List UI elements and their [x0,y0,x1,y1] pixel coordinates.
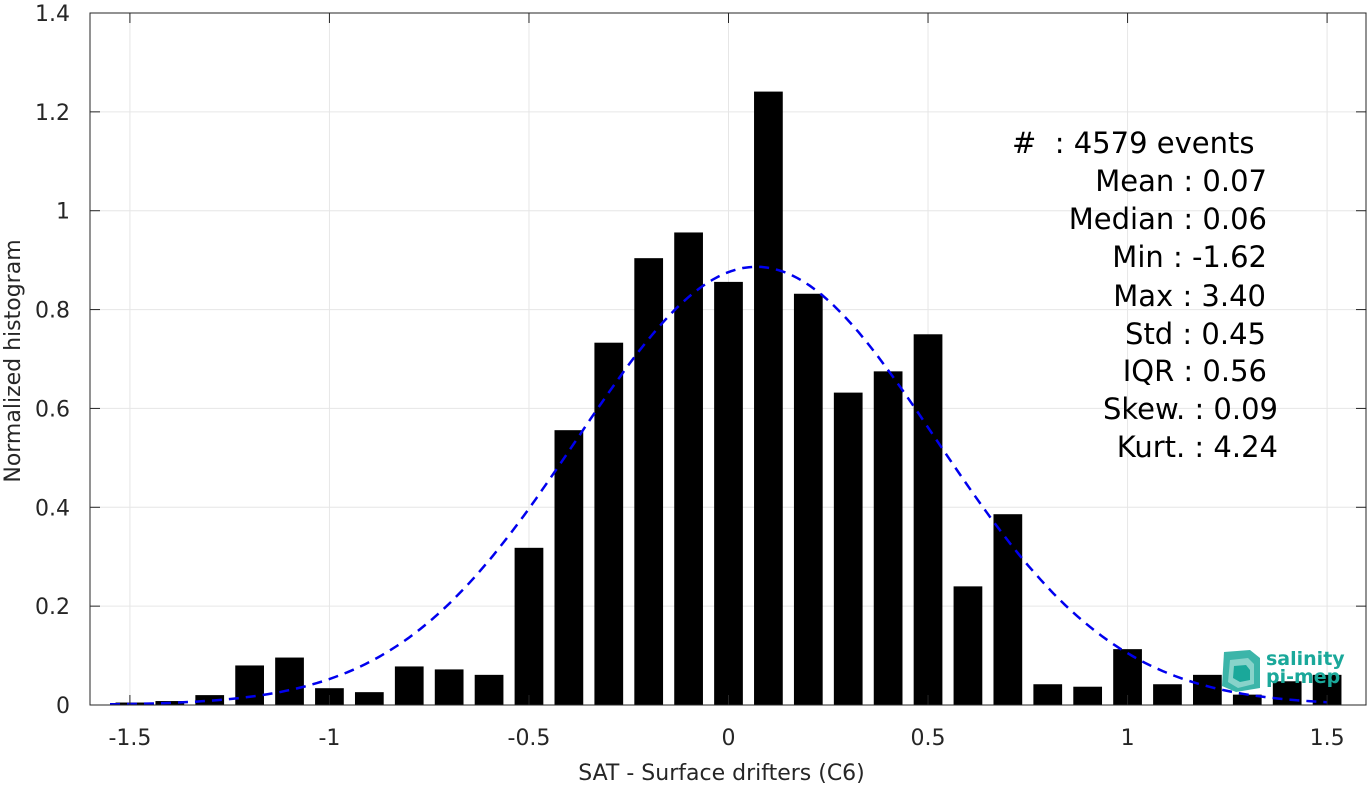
x-axis-label: SAT - Surface drifters (C6) [578,761,865,785]
histogram-bar [195,695,225,705]
histogram-bar [634,258,664,705]
histogram-bar [833,392,863,705]
histogram-bar [394,666,424,705]
stats-mean: Mean : 0.07 [1095,164,1267,198]
stats-median: Median : 0.06 [1068,202,1267,236]
logo-text-salinity: salinity [1266,648,1345,670]
stats-min: Min : -1.62 [1112,240,1267,274]
y-tick-label: 1.2 [35,101,70,126]
x-tick-label: 0 [722,726,736,751]
stats-iqr: IQR : 0.56 [1122,354,1267,388]
x-tick-label: 1 [1121,726,1135,751]
stats-kurt: Kurt. : 4.24 [1116,430,1278,464]
histogram-bar [554,430,584,705]
histogram-bar [474,674,504,705]
histogram-bar [793,293,823,705]
histogram-bar [1033,684,1063,705]
x-tick-label: -1 [318,726,340,751]
histogram-bar [1153,684,1182,705]
x-tick-label: -0.5 [508,726,551,751]
y-tick-label: 0.8 [35,299,70,324]
salinity-pimep-logo-icon [1222,650,1260,692]
y-tick-label: 0 [56,694,70,719]
histogram-bar [235,665,264,705]
x-axis-ticks: -1.5 -1 -0.5 0 0.5 1 1.5 [108,13,1345,751]
stats-skew: Skew. : 0.09 [1102,392,1278,426]
histogram-bar [1193,674,1222,705]
histogram-bar [434,669,464,705]
y-tick-label: 0.6 [35,397,70,422]
histogram-bar [674,232,703,705]
x-tick-label: 1.5 [1310,726,1345,751]
grid-lines [90,12,1367,706]
histogram-bar [594,342,624,705]
histogram-bars [115,91,1342,705]
logo-text-pimep: pi-mep [1266,666,1341,688]
y-axis-label: Normalized histogram [1,239,26,482]
y-axis-ticks: 0 0.2 0.4 0.6 0.8 1 1.2 1.4 [35,2,1366,719]
stats-std: Std : 0.45 [1125,317,1266,351]
y-tick-label: 1 [56,200,70,225]
histogram-bar [514,547,544,705]
y-tick-label: 0.2 [35,595,70,620]
stats-events: # : 4579 events [1012,126,1255,160]
histogram-bar [1232,694,1262,705]
histogram-bar [275,657,304,705]
histogram-bar [354,692,384,705]
histogram-bar [953,586,983,705]
stats-max: Max : 3.40 [1113,279,1266,313]
histogram-bar [913,334,943,705]
histogram-bar [754,91,783,705]
histogram-bar [873,371,903,705]
normal-fit-curve [109,265,1328,706]
x-tick-label: 0.5 [911,726,946,751]
y-tick-label: 1.4 [35,2,70,27]
x-tick-label: -1.5 [108,726,151,751]
histogram-bar [993,514,1023,705]
histogram-bar [714,281,743,705]
histogram-bar [1073,686,1103,705]
y-tick-label: 0.4 [35,496,70,521]
